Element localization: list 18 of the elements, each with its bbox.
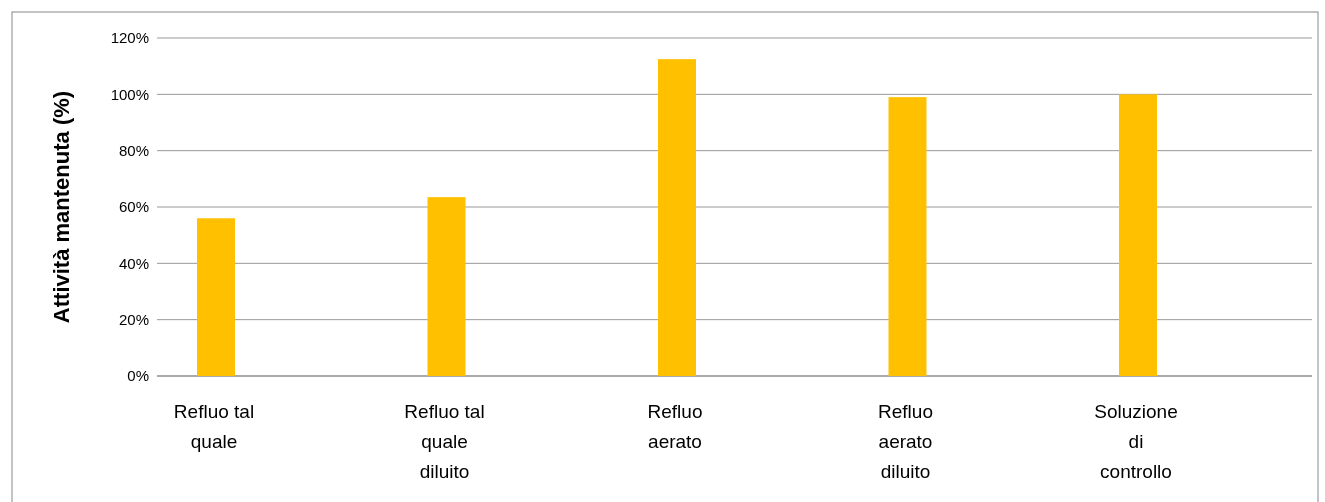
bar	[1119, 94, 1157, 376]
y-tick-label: 20%	[118, 310, 149, 328]
y-tick-label: 0%	[127, 367, 149, 385]
x-tick-label: Soluzione di controllo	[1094, 401, 1178, 482]
bar	[658, 59, 696, 376]
bar	[888, 97, 927, 376]
x-tick-label: Refluo aerato	[647, 401, 703, 452]
y-tick-label: 60%	[118, 198, 149, 216]
bar	[427, 197, 466, 376]
x-tick-label: Refluo tal quale diluito	[404, 401, 485, 482]
y-axis-title: Attività mantenuta (%)	[49, 90, 74, 324]
y-tick-label: 120%	[110, 29, 149, 47]
x-tick-label: Refluo tal quale	[173, 401, 255, 452]
y-tick-label: 40%	[118, 254, 149, 272]
bar	[197, 218, 235, 376]
y-tick-label: 100%	[110, 85, 149, 103]
y-tick-label: 80%	[118, 141, 149, 159]
x-tick-label: Refluo aerato diluito	[878, 401, 933, 482]
